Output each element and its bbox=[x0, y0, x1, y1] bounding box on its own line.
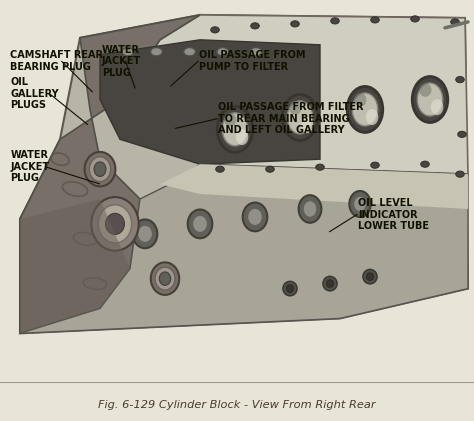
Ellipse shape bbox=[133, 219, 157, 248]
Ellipse shape bbox=[247, 208, 263, 226]
Polygon shape bbox=[20, 15, 200, 333]
Ellipse shape bbox=[99, 205, 132, 243]
Text: OIL PASSAGE FROM
PUMP TO FILTER: OIL PASSAGE FROM PUMP TO FILTER bbox=[199, 51, 306, 72]
Ellipse shape bbox=[283, 281, 297, 296]
Ellipse shape bbox=[411, 16, 419, 22]
Ellipse shape bbox=[349, 191, 371, 217]
Ellipse shape bbox=[251, 23, 259, 29]
Ellipse shape bbox=[91, 197, 139, 251]
Ellipse shape bbox=[236, 129, 248, 145]
Ellipse shape bbox=[224, 113, 237, 127]
Ellipse shape bbox=[456, 171, 464, 177]
Ellipse shape bbox=[291, 21, 299, 27]
Text: WATER
JACKET
PLUG: WATER JACKET PLUG bbox=[10, 150, 50, 183]
Text: OIL PASSAGE FROM FILTER
TO REAR MAIN BEARING
AND LEFT OIL GALLERY: OIL PASSAGE FROM FILTER TO REAR MAIN BEA… bbox=[218, 102, 364, 136]
Ellipse shape bbox=[301, 117, 313, 133]
Ellipse shape bbox=[289, 101, 301, 115]
Ellipse shape bbox=[354, 196, 366, 212]
Ellipse shape bbox=[217, 48, 229, 56]
Ellipse shape bbox=[371, 17, 379, 23]
Ellipse shape bbox=[456, 77, 464, 83]
Ellipse shape bbox=[451, 19, 459, 25]
Ellipse shape bbox=[371, 162, 379, 168]
Text: Fig. 6-129 Cylinder Block - View From Right Rear: Fig. 6-129 Cylinder Block - View From Ri… bbox=[98, 400, 376, 410]
Ellipse shape bbox=[188, 210, 212, 238]
Text: CAMSHAFT REAR
BEARING PLUG: CAMSHAFT REAR BEARING PLUG bbox=[10, 51, 103, 72]
Polygon shape bbox=[160, 164, 468, 209]
Ellipse shape bbox=[316, 164, 324, 170]
Ellipse shape bbox=[323, 276, 337, 291]
Text: WATER
JACKET
PLUG: WATER JACKET PLUG bbox=[102, 45, 141, 78]
Ellipse shape bbox=[282, 94, 318, 141]
Ellipse shape bbox=[250, 48, 262, 56]
Ellipse shape bbox=[216, 166, 224, 172]
Ellipse shape bbox=[366, 109, 378, 125]
Ellipse shape bbox=[122, 48, 134, 56]
Ellipse shape bbox=[303, 201, 317, 217]
Ellipse shape bbox=[183, 48, 196, 56]
Ellipse shape bbox=[363, 269, 377, 284]
Polygon shape bbox=[100, 40, 320, 164]
Ellipse shape bbox=[89, 157, 110, 181]
Ellipse shape bbox=[299, 195, 321, 223]
Ellipse shape bbox=[331, 18, 339, 24]
Polygon shape bbox=[20, 15, 468, 333]
Ellipse shape bbox=[211, 27, 219, 33]
Ellipse shape bbox=[266, 166, 274, 172]
Ellipse shape bbox=[155, 267, 175, 290]
Ellipse shape bbox=[421, 161, 429, 167]
Text: OIL
GALLERY
PLUGS: OIL GALLERY PLUGS bbox=[10, 77, 59, 110]
Ellipse shape bbox=[352, 93, 378, 126]
Ellipse shape bbox=[192, 215, 208, 232]
Ellipse shape bbox=[243, 203, 267, 231]
Ellipse shape bbox=[137, 225, 153, 242]
Ellipse shape bbox=[151, 48, 162, 56]
Ellipse shape bbox=[327, 280, 334, 288]
Ellipse shape bbox=[431, 99, 443, 115]
Ellipse shape bbox=[458, 131, 466, 137]
Ellipse shape bbox=[417, 83, 443, 116]
Ellipse shape bbox=[419, 83, 431, 97]
Polygon shape bbox=[20, 199, 130, 333]
Polygon shape bbox=[120, 15, 468, 174]
Ellipse shape bbox=[94, 162, 106, 176]
Ellipse shape bbox=[106, 213, 125, 234]
Ellipse shape bbox=[354, 93, 366, 107]
Ellipse shape bbox=[412, 77, 448, 123]
Ellipse shape bbox=[217, 107, 253, 152]
Ellipse shape bbox=[222, 113, 248, 146]
Ellipse shape bbox=[287, 101, 313, 134]
Ellipse shape bbox=[347, 86, 383, 133]
Ellipse shape bbox=[159, 272, 171, 285]
Ellipse shape bbox=[366, 273, 374, 280]
Ellipse shape bbox=[151, 262, 179, 295]
Ellipse shape bbox=[84, 152, 115, 187]
Polygon shape bbox=[20, 164, 468, 333]
Text: OIL LEVEL
INDICATOR
LOWER TUBE: OIL LEVEL INDICATOR LOWER TUBE bbox=[358, 198, 429, 231]
Ellipse shape bbox=[286, 285, 293, 293]
